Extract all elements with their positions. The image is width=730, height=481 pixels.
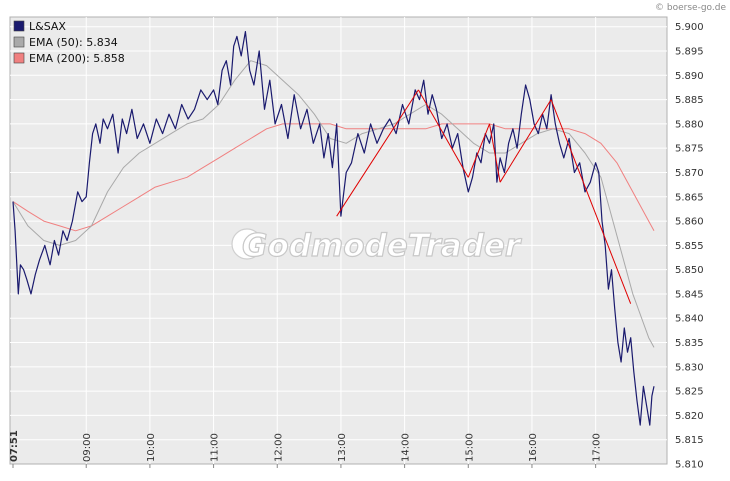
series-layer [12,31,655,426]
y-tick-label: 5.865 [675,192,704,203]
credit-label: © boerse-go.de [655,3,726,13]
legend-label: EMA (200): 5.858 [29,52,125,65]
y-tick-label: 5.825 [675,387,704,398]
watermark: GodmodeTrader [231,227,523,265]
plot-area [9,16,668,465]
y-tick-label: 5.850 [675,265,704,276]
x-axis: 07:51 09:00 10:00 11:00 12:00 13:00 14:00 15:00… [9,430,603,468]
y-tick-label: 5.810 [675,460,704,471]
trend-line-2 [467,123,490,178]
trend-lines [336,89,632,304]
x-tick-label: 10:00 [146,433,157,462]
y-tick-label: 5.855 [675,241,704,252]
legend-swatch [13,36,25,48]
legend-swatch [13,52,25,64]
trend-line-4 [499,99,552,183]
watermark-text: GodmodeTrader [242,228,522,264]
x-tick-label: 15:00 [464,433,475,462]
y-tick-label: 5.830 [675,362,704,373]
y-tick-label: 5.870 [675,168,704,179]
trend-line-3 [489,123,501,183]
watermark-logo-icon [231,228,263,260]
x-tick-label: 11:00 [210,433,221,462]
y-tick-label: 5.895 [675,47,704,58]
y-tick-label: 5.820 [675,411,704,422]
legend-label: L&SAX [29,20,66,33]
x-tick-label: 16:00 [528,433,539,462]
x-tick-label: 07:51 [9,430,20,462]
x-tick-label: 13:00 [337,433,348,462]
trend-line-0 [336,89,419,217]
y-tick-label: 5.840 [675,314,704,325]
x-tick-label: 09:00 [82,433,93,462]
legend-label: EMA (50): 5.834 [29,36,118,49]
y-tick-label: 5.900 [675,22,704,33]
y-tick-label: 5.835 [675,338,704,349]
y-tick-label: 5.890 [675,71,704,82]
y-tick-label: 5.845 [675,289,704,300]
y-tick-label: 5.885 [675,95,704,106]
trend-line-5 [550,99,632,304]
y-axis: 5.810 5.815 5.820 5.825 5.830 5.835 5.840 5.845… [675,22,704,470]
y-tick-label: 5.880 [675,119,704,130]
y-tick-label: 5.860 [675,217,704,228]
legend-swatch [13,20,25,32]
x-tick-label: 12:00 [273,433,284,462]
x-tick-label: 17:00 [592,433,603,462]
x-tick-label: 14:00 [401,433,412,462]
series-line-0 [12,31,655,426]
y-tick-label: 5.875 [675,144,704,155]
series-line-1 [12,60,655,348]
y-tick-label: 5.815 [675,435,704,446]
trend-line-1 [417,89,469,178]
legend: L&SAX EMA (50): 5.834 EMA (200): 5.858 [13,20,125,65]
